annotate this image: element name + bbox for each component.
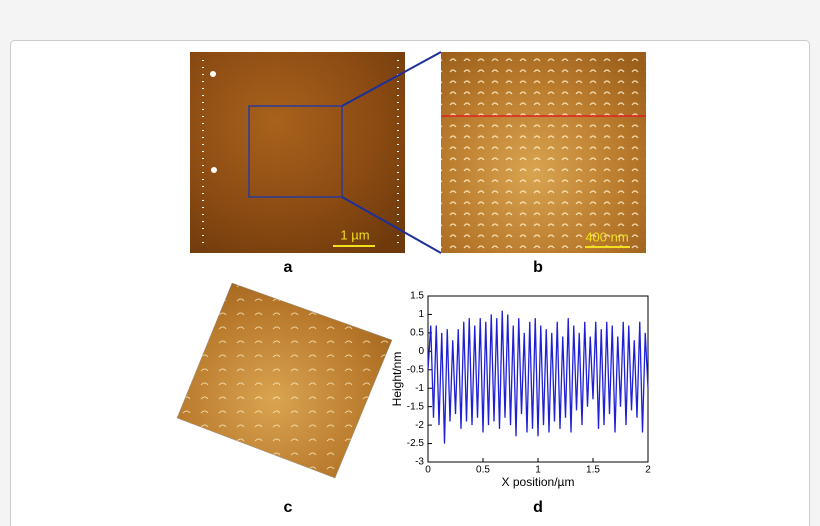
y-tick-label: 0.5 [410, 328, 424, 339]
y-tick-label: -1.5 [407, 401, 425, 412]
y-tick-label: -0.5 [407, 364, 425, 375]
panel-b-image [441, 52, 646, 253]
x-tick-label: 1 [535, 465, 541, 476]
x-tick-label: 0 [425, 465, 431, 476]
panel-label: d [533, 499, 543, 516]
zoom-line [341, 196, 442, 254]
y-tick-label: -2 [415, 420, 424, 431]
x-tick-label: 0.5 [476, 465, 490, 476]
panel-label: c [284, 499, 293, 516]
x-tick-label: 1.5 [586, 465, 600, 476]
panel-label: a [284, 259, 293, 276]
panel-label: b [533, 259, 543, 276]
scale-bar-label: 1 µm [340, 227, 369, 242]
y-tick-label: 1.5 [410, 291, 424, 302]
x-axis-label: X position/µm [502, 475, 575, 489]
panel-c-image [176, 282, 393, 479]
y-tick-label: 0 [418, 346, 424, 357]
zoom-line [341, 51, 442, 107]
x-tick-label: 2 [645, 465, 651, 476]
y-tick-label: 1 [418, 309, 424, 320]
panel-a-image [190, 52, 405, 253]
y-axis-label: Height/nm [390, 352, 404, 407]
y-tick-label: -2.5 [407, 438, 425, 449]
y-tick-label: -3 [415, 457, 424, 468]
y-tick-label: -1 [415, 383, 424, 394]
data-line [427, 310, 649, 444]
scale-bar-label: 400 nm [585, 229, 628, 244]
